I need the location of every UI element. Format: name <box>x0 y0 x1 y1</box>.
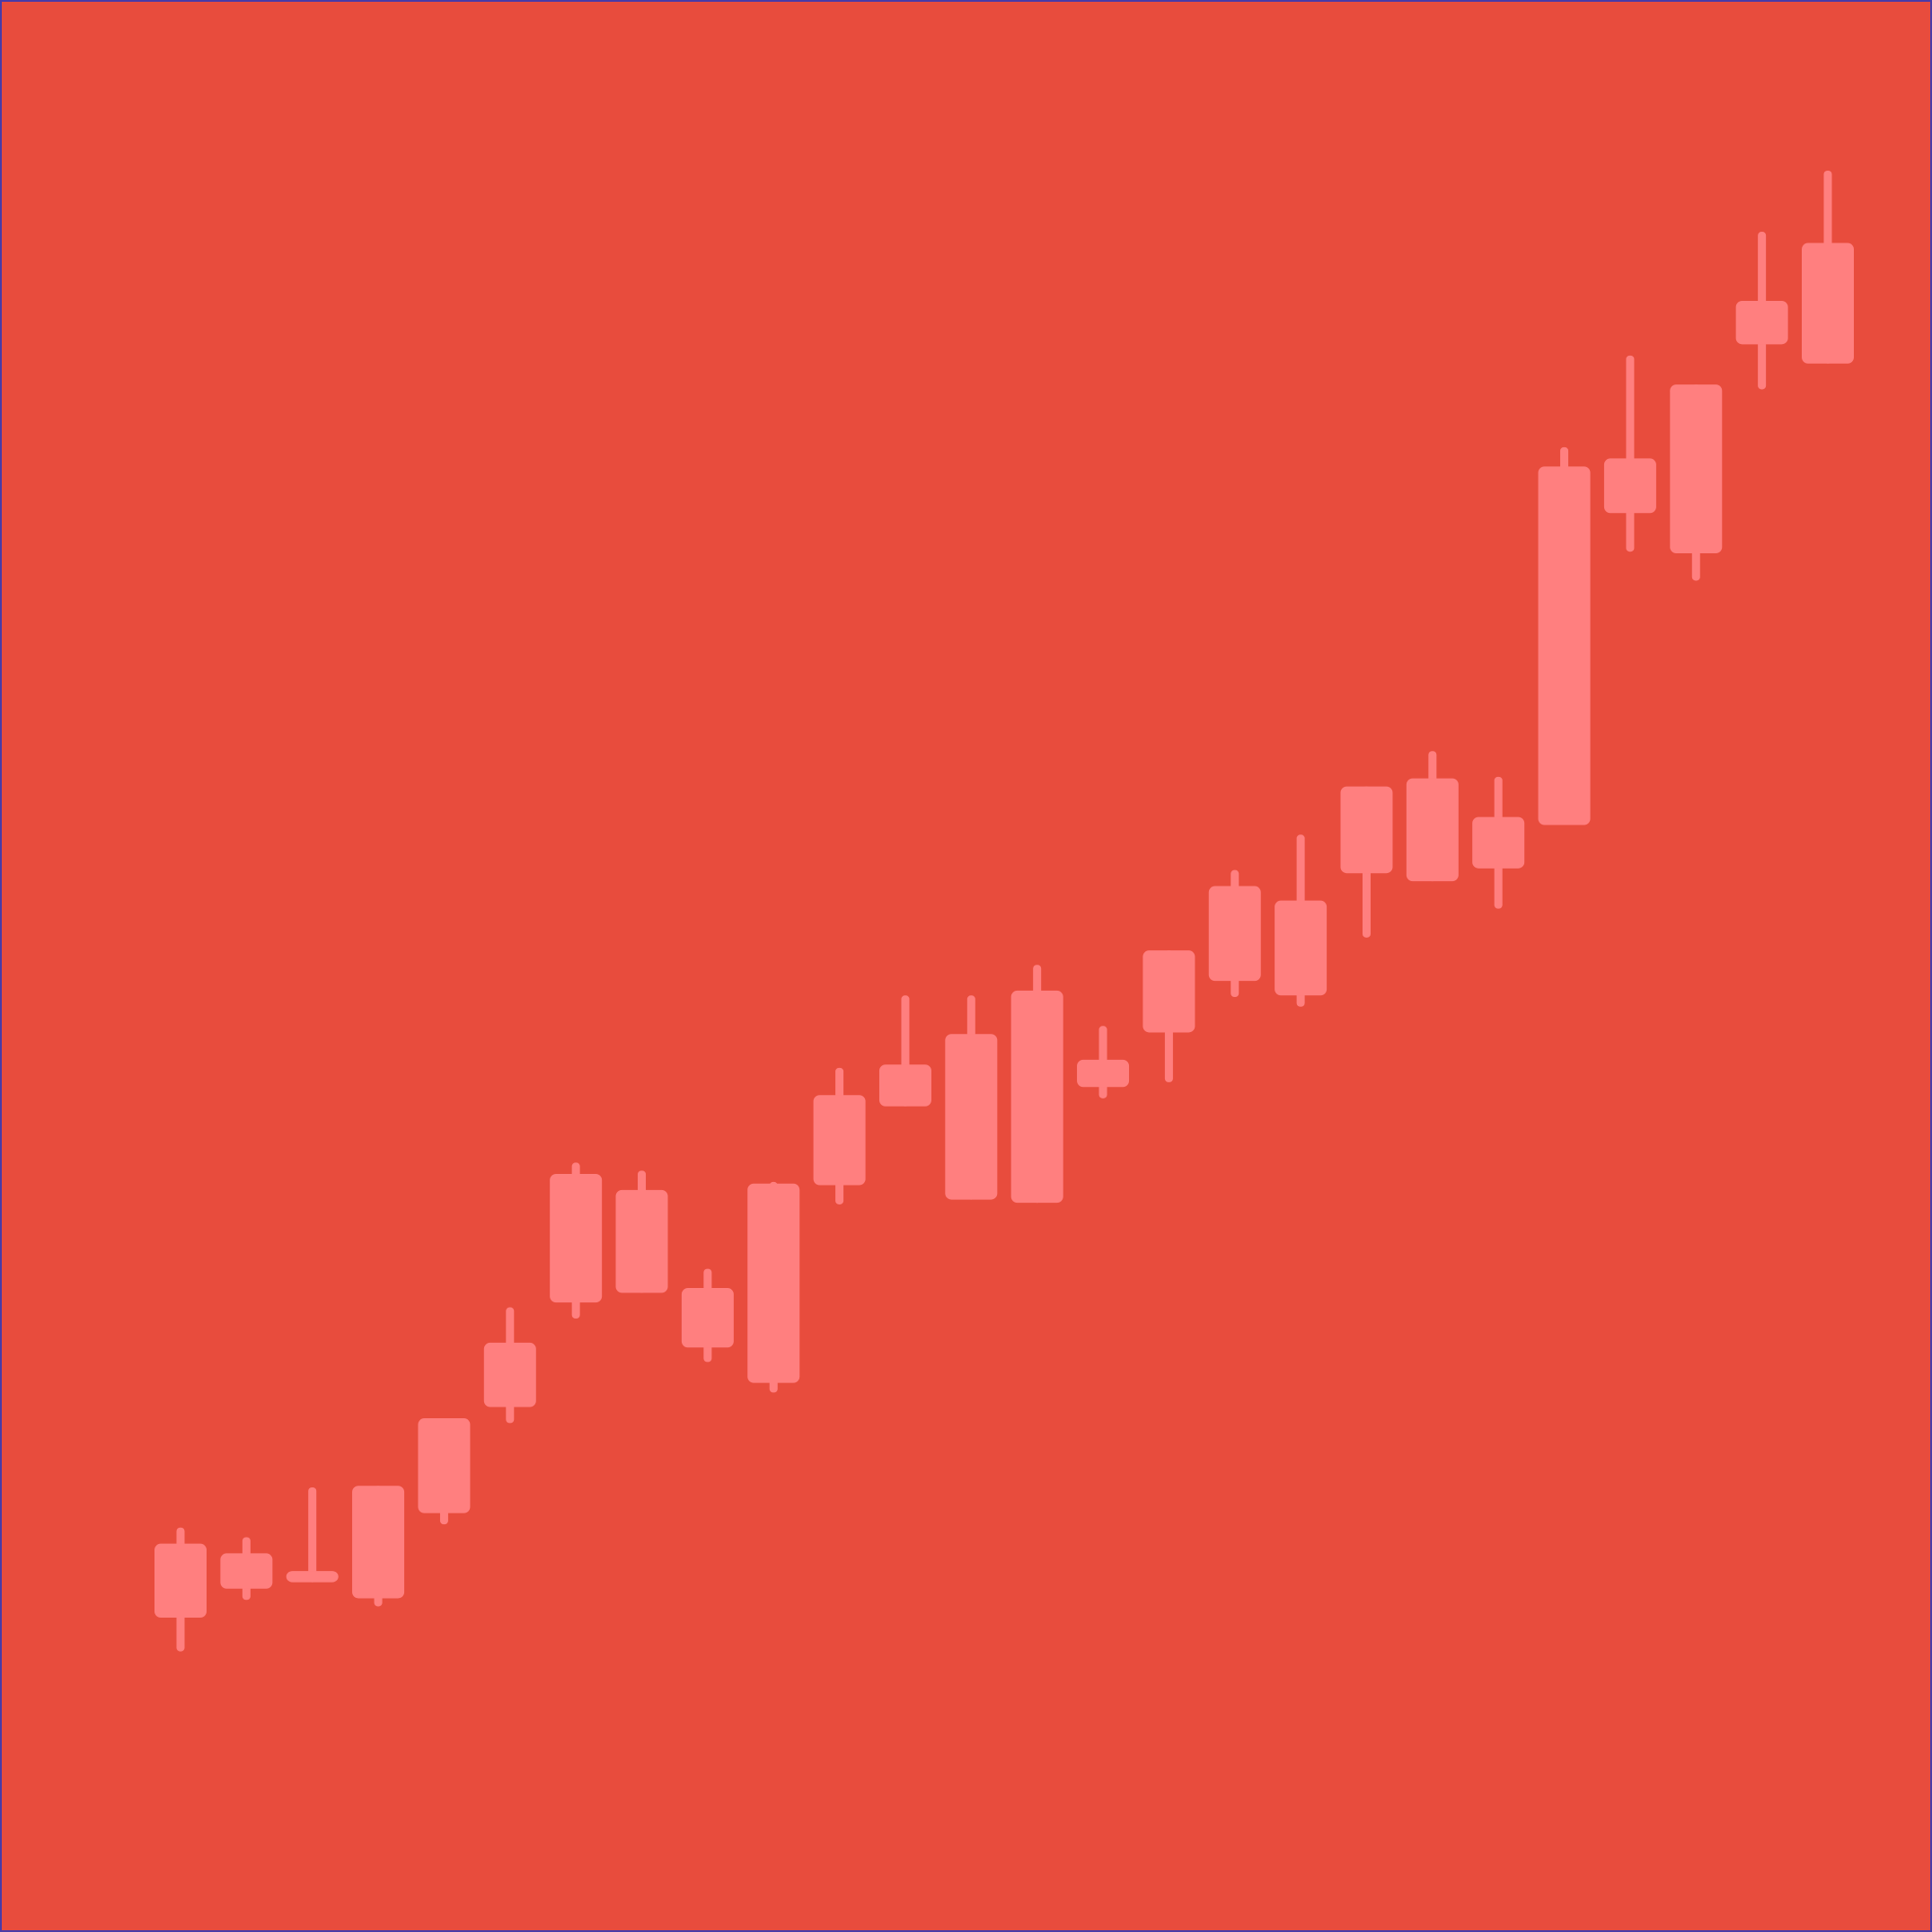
candle-body <box>550 1173 603 1303</box>
candle <box>1603 355 1656 552</box>
candle <box>1142 950 1195 1082</box>
candle-body <box>352 1486 405 1599</box>
candle-body <box>878 1064 931 1107</box>
candle-body <box>747 1183 800 1383</box>
candle <box>813 1067 866 1204</box>
candle <box>1340 786 1393 938</box>
candle <box>483 1307 536 1424</box>
candle <box>1735 232 1788 390</box>
candle <box>681 1268 734 1363</box>
candle-body <box>813 1095 866 1186</box>
candle-body <box>1670 384 1723 554</box>
candle-body <box>1472 816 1525 869</box>
candle-body <box>418 1418 471 1513</box>
candle <box>418 1418 471 1525</box>
candle-body <box>615 1189 668 1293</box>
candle <box>1077 1026 1130 1098</box>
candle-body <box>1538 466 1591 825</box>
candle <box>1670 384 1723 581</box>
candle <box>615 1170 668 1293</box>
candle <box>945 995 998 1200</box>
candle-body <box>1208 886 1261 982</box>
candle <box>1208 869 1261 998</box>
candle <box>220 1537 273 1601</box>
candle <box>1472 776 1525 909</box>
candle-body <box>1603 458 1656 514</box>
candle <box>1802 171 1854 364</box>
candle-body <box>1275 900 1328 996</box>
candle-body <box>1802 243 1854 364</box>
candle <box>286 1487 339 1583</box>
candle <box>747 1181 800 1393</box>
candle-body <box>154 1543 207 1618</box>
candle-body <box>1077 1059 1130 1088</box>
candles-group <box>154 171 1854 1652</box>
candle <box>1275 834 1328 1007</box>
candle-body <box>1142 950 1195 1033</box>
candle <box>550 1162 603 1319</box>
candle <box>352 1486 405 1607</box>
candle-body <box>1406 778 1459 882</box>
candle-body <box>945 1034 998 1200</box>
candle <box>878 995 931 1107</box>
candle-body <box>1340 786 1393 874</box>
candle-body <box>681 1288 734 1348</box>
candle-body <box>483 1342 536 1407</box>
candle-body <box>1010 990 1063 1204</box>
candle <box>154 1527 207 1652</box>
candle-body <box>220 1553 273 1589</box>
candle <box>1406 751 1459 882</box>
candle-body <box>1735 300 1788 345</box>
candle <box>1538 446 1591 825</box>
candle-wick <box>308 1487 317 1583</box>
candle-body <box>286 1571 339 1583</box>
candle <box>1010 965 1063 1204</box>
